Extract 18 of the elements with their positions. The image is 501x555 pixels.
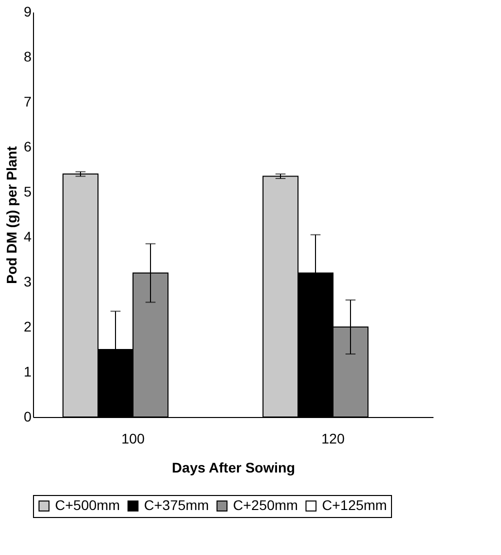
y-tick-label: 3: [24, 274, 32, 290]
x-axis-title: Days After Sowing: [172, 460, 296, 476]
y-tick-label: 2: [24, 318, 32, 334]
legend-label: C+250mm: [233, 497, 298, 513]
legend-label: C+375mm: [144, 497, 209, 513]
y-tick-label: 6: [24, 138, 32, 154]
y-tick-label: 9: [24, 4, 32, 20]
y-tick-label: 7: [24, 94, 32, 110]
legend-label: C+500mm: [55, 497, 120, 513]
y-tick-label: 0: [24, 408, 32, 424]
y-tick-label: 1: [24, 364, 32, 380]
y-tick-label: 5: [24, 184, 32, 200]
y-axis-title: Pod DM (g) per Plant: [4, 146, 20, 284]
x-tick-label: 120: [321, 430, 345, 446]
x-tick-label: 100: [121, 430, 145, 446]
legend-label: C+125mm: [322, 497, 387, 513]
y-tick-label: 4: [24, 228, 32, 244]
y-tick-label: 8: [24, 48, 32, 64]
